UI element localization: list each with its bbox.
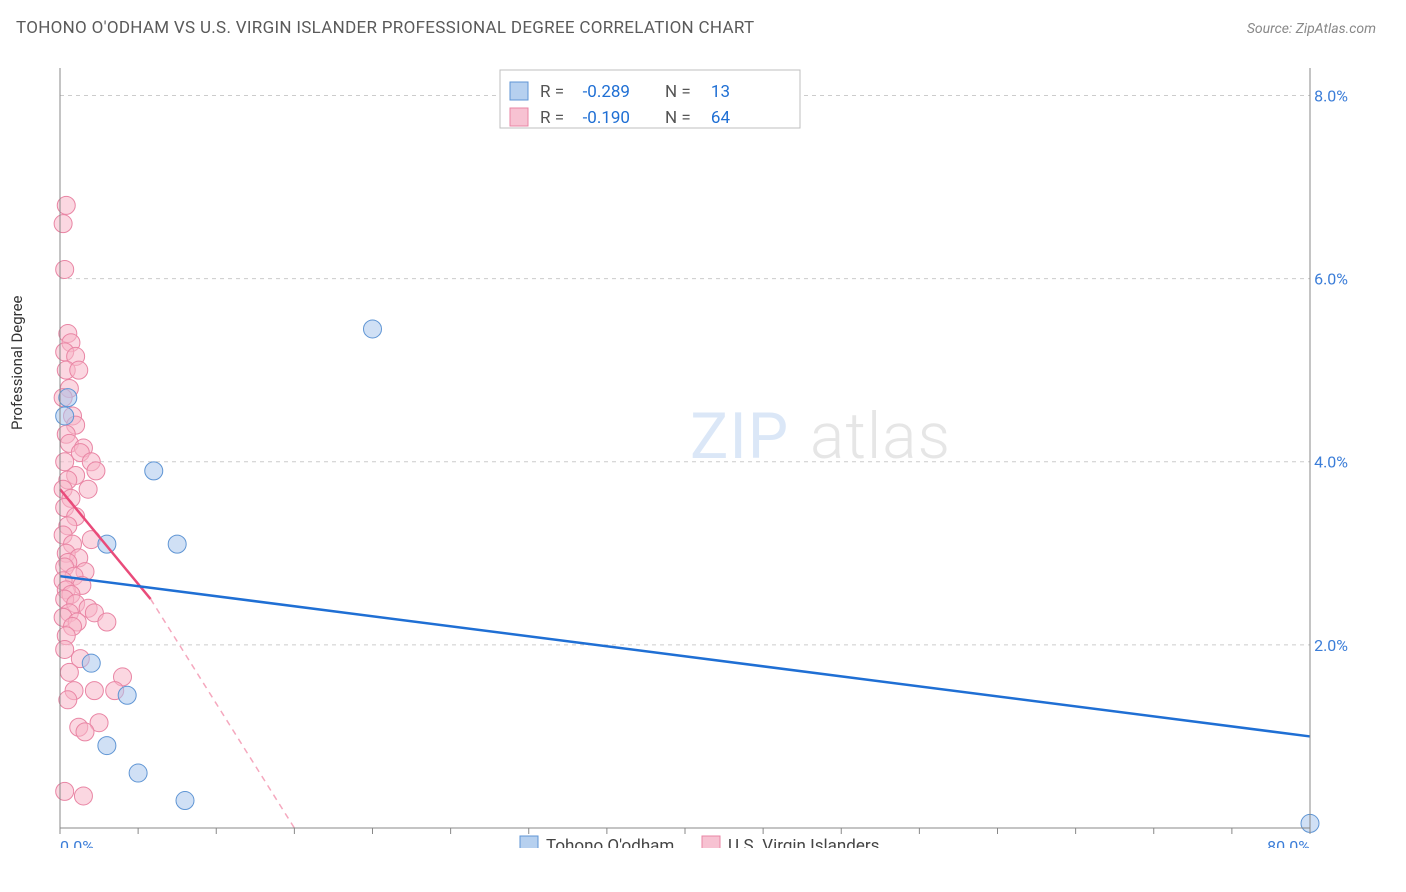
data-point-pink [87, 462, 105, 480]
chart-title: TOHONO O'ODHAM VS U.S. VIRGIN ISLANDER P… [16, 18, 754, 38]
data-point-pink [70, 361, 88, 379]
data-point-pink [54, 215, 72, 233]
stats-n-label: N = [665, 108, 691, 128]
data-point-blue [82, 654, 100, 672]
data-point-pink [74, 787, 92, 805]
data-point-pink [60, 663, 78, 681]
stats-n-label: N = [665, 82, 691, 102]
y-tick-label: 6.0% [1314, 270, 1348, 289]
y-tick-label: 8.0% [1314, 86, 1348, 105]
data-point-blue [56, 407, 74, 425]
y-axis-label: Professional Degree [8, 295, 26, 430]
source-label: Source: ZipAtlas.com [1247, 21, 1376, 37]
data-point-blue [59, 389, 77, 407]
x-tick-label: 80.0% [1267, 837, 1310, 848]
data-point-blue [364, 320, 382, 338]
legend-swatch [520, 836, 538, 848]
stats-swatch [510, 82, 528, 100]
watermark-zip: ZIP [690, 399, 789, 474]
stats-r-value: -0.190 [583, 108, 630, 128]
data-point-pink [56, 782, 74, 800]
legend-label: U.S. Virgin Islanders [728, 836, 879, 848]
data-point-blue [176, 792, 194, 810]
data-point-pink [85, 682, 103, 700]
data-point-blue [129, 764, 147, 782]
data-point-pink [76, 723, 94, 741]
stats-n-value: 13 [711, 82, 730, 102]
x-tick-label: 0.0% [60, 837, 94, 848]
trend-line-blue [60, 576, 1310, 736]
data-point-blue [98, 737, 116, 755]
stats-r-label: R = [540, 108, 564, 128]
stats-r-label: R = [540, 82, 564, 102]
stats-r-value: -0.289 [583, 82, 630, 102]
legend-label: Tohono O'odham [546, 836, 674, 848]
y-tick-label: 4.0% [1314, 453, 1348, 472]
scatter-chart: ZIP atlas 0.0% 80.0% 2.0% 4.0% 6.0% 8.0% R = -0.2… [50, 58, 1350, 848]
y-tick-label: 2.0% [1314, 636, 1348, 655]
data-point-blue [145, 462, 163, 480]
data-point-pink [79, 480, 97, 498]
title-bar: TOHONO O'ODHAM VS U.S. VIRGIN ISLANDER P… [0, 0, 1406, 46]
data-point-pink [98, 613, 116, 631]
data-point-blue [118, 686, 136, 704]
data-point-pink [56, 260, 74, 278]
stats-swatch [510, 108, 528, 126]
legend-swatch [702, 836, 720, 848]
stats-n-value: 64 [711, 108, 731, 128]
plot-area: ZIP atlas 0.0% 80.0% 2.0% 4.0% 6.0% 8.0% R = -0.2… [50, 58, 1350, 848]
watermark-atlas: atlas [810, 399, 951, 474]
data-point-pink [56, 640, 74, 658]
trend-line-pink-dash [151, 599, 295, 828]
data-point-pink [59, 691, 77, 709]
data-point-blue [168, 535, 186, 553]
